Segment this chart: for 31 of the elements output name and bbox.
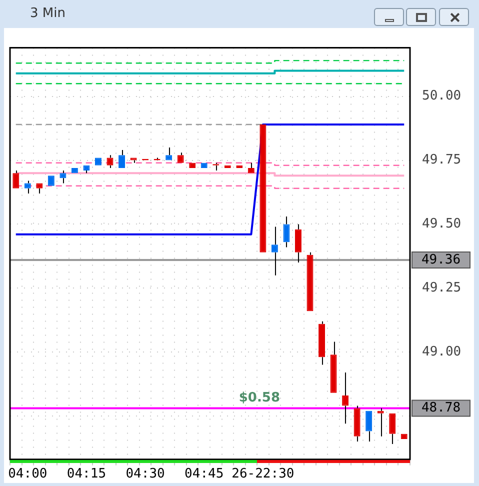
y-tick-label: 49.75	[422, 152, 462, 168]
candlestick	[24, 180, 31, 194]
annotation: $0.58	[238, 390, 280, 406]
y-tick-label: 49.50	[422, 216, 462, 232]
candlestick	[248, 162, 254, 174]
y-tick-label: 50.00	[422, 88, 462, 104]
candlestick	[166, 147, 172, 160]
chart-title: 3 Min	[30, 6, 66, 21]
candlestick	[354, 405, 360, 442]
x-tick-label: 26-22:30	[232, 466, 294, 482]
x-tick-label: 04:30	[126, 466, 165, 482]
candlestick	[330, 341, 337, 393]
x-tick-label: 04:15	[66, 466, 106, 482]
candlestick	[130, 158, 137, 164]
candlestick	[83, 165, 90, 174]
x-tick-label: 04:45	[184, 466, 224, 482]
candlestick	[36, 183, 43, 194]
candlestick	[12, 170, 20, 188]
candlestick	[283, 216, 290, 248]
candlestick	[377, 408, 384, 437]
candlestick	[177, 152, 184, 163]
candlestick	[318, 320, 325, 366]
ref-line-label: 48.78	[421, 400, 461, 416]
x-tick-label: 04:00	[8, 466, 48, 482]
candlestick	[295, 224, 302, 264]
y-tick-label: 49.00	[422, 344, 462, 360]
candlestick	[106, 154, 114, 168]
candlestick	[60, 170, 66, 184]
ref-line-label: 49.36	[421, 252, 461, 268]
candlestick	[118, 150, 125, 168]
y-tick-label: 49.25	[422, 280, 462, 296]
